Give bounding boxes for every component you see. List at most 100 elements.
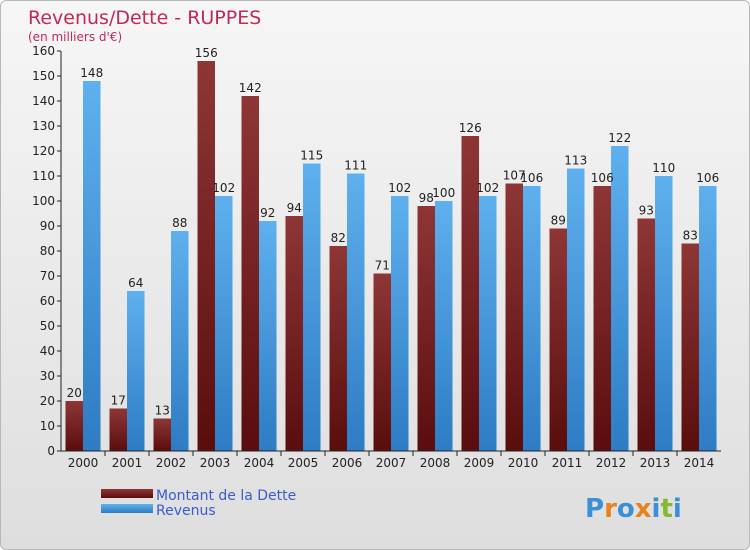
value-label-revenus: 106 — [520, 171, 543, 185]
bar-dette — [241, 96, 259, 451]
value-label-dette: 107 — [503, 169, 526, 183]
value-label-revenus: 100 — [432, 186, 455, 200]
bar-revenus — [171, 231, 189, 451]
logo-letter: i — [673, 494, 682, 524]
logo-letter: t — [660, 494, 672, 524]
bar-dette — [505, 183, 523, 451]
logo-letter: r — [604, 494, 617, 524]
legend-label-debt: Montant de la Dette — [156, 488, 296, 504]
bar-revenus — [259, 221, 277, 451]
value-label-revenus: 110 — [652, 161, 675, 175]
x-tick-label: 2013 — [640, 456, 671, 470]
value-labels: 20 148 17 64 13 88 156 102 142 92 94 115 82 111 71 102 9… — [67, 46, 720, 418]
y-tick-label: 0 — [47, 444, 55, 458]
y-tick-label: 20 — [40, 394, 55, 408]
legend-swatch-debt — [101, 489, 153, 498]
bar-revenus — [567, 168, 585, 451]
bar-revenus — [83, 81, 101, 451]
value-label-revenus: 115 — [300, 149, 323, 163]
value-label-dette: 98 — [419, 191, 434, 205]
value-label-dette: 126 — [459, 121, 482, 135]
value-label-dette: 94 — [287, 201, 302, 215]
y-tick-label: 50 — [40, 319, 55, 333]
bar-revenus — [127, 291, 145, 451]
x-tick-label: 2004 — [244, 456, 275, 470]
value-label-revenus: 88 — [172, 216, 187, 230]
bar-revenus — [215, 196, 233, 451]
x-tick-label: 2005 — [288, 456, 319, 470]
bar-revenus — [655, 176, 673, 451]
value-label-dette: 20 — [67, 386, 82, 400]
x-tick-label: 2003 — [200, 456, 231, 470]
value-label-dette: 156 — [195, 46, 218, 60]
bar-revenus — [611, 146, 629, 451]
bar-dette — [197, 61, 215, 451]
y-tick-label: 10 — [40, 419, 55, 433]
x-tick-label: 2000 — [68, 456, 99, 470]
value-label-revenus: 92 — [260, 206, 275, 220]
value-label-revenus: 102 — [212, 181, 235, 195]
value-label-dette: 93 — [639, 204, 654, 218]
y-tick-label: 100 — [32, 194, 55, 208]
bar-revenus — [303, 163, 321, 451]
bar-dette — [681, 243, 699, 451]
bar-dette — [153, 418, 171, 451]
x-tick-label: 2009 — [464, 456, 495, 470]
bar-dette — [65, 401, 83, 451]
bar-dette — [637, 218, 655, 451]
value-label-dette: 106 — [591, 171, 614, 185]
x-tick-label: 2008 — [420, 456, 451, 470]
legend-label-revenus: Revenus — [156, 503, 216, 519]
y-tick-label: 110 — [32, 169, 55, 183]
value-label-dette: 142 — [239, 81, 262, 95]
value-label-revenus: 102 — [476, 181, 499, 195]
value-label-dette: 17 — [111, 394, 126, 408]
bar-revenus — [347, 173, 365, 451]
bar-revenus — [391, 196, 409, 451]
y-tick-label: 140 — [32, 94, 55, 108]
bar-dette — [373, 273, 391, 451]
value-label-dette: 83 — [683, 229, 698, 243]
value-label-revenus: 106 — [696, 171, 719, 185]
value-label-revenus: 148 — [80, 66, 103, 80]
bar-dette — [285, 216, 303, 451]
bar-dette — [461, 136, 479, 451]
y-tick-label: 40 — [40, 344, 55, 358]
value-label-revenus: 102 — [388, 181, 411, 195]
logo-letter: x — [635, 494, 652, 524]
y-tick-label: 70 — [40, 269, 55, 283]
x-tick-label: 2012 — [596, 456, 627, 470]
x-tick-label: 2011 — [552, 456, 583, 470]
chart-subtitle: (en milliers d'€) — [28, 30, 122, 44]
logo-letter: i — [652, 494, 661, 524]
x-tick-label: 2006 — [332, 456, 363, 470]
value-label-revenus: 122 — [608, 131, 631, 145]
bar-revenus — [699, 186, 717, 451]
bar-dette — [329, 246, 347, 451]
legend: Montant de la Dette Revenus — [101, 488, 296, 519]
value-label-dette: 71 — [375, 259, 390, 273]
value-label-dette: 13 — [155, 404, 170, 418]
bar-revenus — [435, 201, 453, 451]
y-tick-label: 90 — [40, 219, 55, 233]
value-label-revenus: 64 — [128, 276, 143, 290]
x-tick-label: 2002 — [156, 456, 187, 470]
y-tick-label: 80 — [40, 244, 55, 258]
bars — [65, 61, 717, 451]
x-tick-label: 2010 — [508, 456, 539, 470]
bar-dette — [417, 206, 435, 451]
logo-letter: P — [585, 494, 604, 524]
logo-letter: o — [617, 494, 635, 524]
x-axis: 2000 2001 2002 2003 2004 2005 2006 2007 2008 2009… — [68, 451, 714, 470]
y-tick-label: 130 — [32, 119, 55, 133]
proxiti-logo: Proxiti — [585, 494, 682, 524]
chart-title: Revenus/Dette - RUPPES — [28, 7, 261, 29]
bar-dette — [549, 228, 567, 451]
y-axis: 0 10 20 30 40 50 60 70 80 90 100 110 120 130 140 150 160 — [32, 44, 61, 458]
value-label-revenus: 113 — [564, 154, 587, 168]
bar-revenus — [523, 186, 541, 451]
bar-dette — [593, 186, 611, 451]
y-tick-label: 120 — [32, 144, 55, 158]
value-label-dette: 89 — [551, 214, 566, 228]
bar-revenus — [479, 196, 497, 451]
